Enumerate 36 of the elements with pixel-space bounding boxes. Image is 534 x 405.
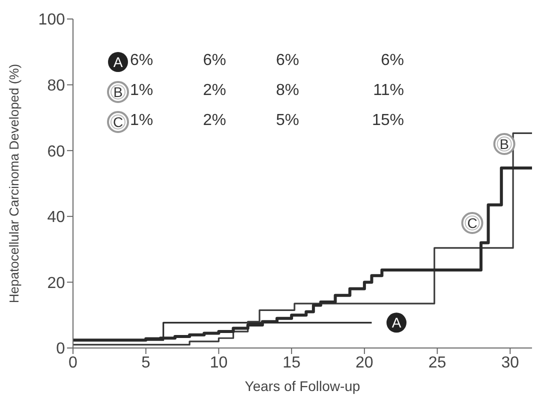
y-tick-label: 0 bbox=[56, 340, 66, 358]
y-axis-title: Hepatocellular Carcinoma Developed (%) bbox=[6, 64, 22, 304]
circled-letter: B bbox=[493, 133, 516, 156]
annotation: 11% bbox=[372, 82, 404, 100]
y-tick-label: 40 bbox=[47, 209, 66, 226]
circled-letter: C bbox=[461, 212, 484, 234]
annotation: A bbox=[392, 314, 402, 331]
filled-circle-letter: A bbox=[108, 52, 128, 72]
annotation: 6% bbox=[130, 52, 154, 70]
x-tick-label: 30 bbox=[501, 354, 520, 372]
x-tick-label: 20 bbox=[356, 354, 374, 372]
circled-letter: B bbox=[107, 81, 129, 103]
annotation: 5% bbox=[276, 112, 300, 130]
y-tick-label: 60 bbox=[47, 143, 66, 160]
annotation: B bbox=[500, 136, 509, 152]
x-tick-label: 10 bbox=[210, 354, 228, 372]
annotation: 6% bbox=[276, 52, 300, 70]
annotation: 15% bbox=[370, 112, 404, 130]
y-tick-label: 100 bbox=[38, 12, 66, 29]
annotation: 2% bbox=[203, 112, 228, 130]
x-axis-title: Years of Follow-up bbox=[244, 378, 360, 394]
y-tick-label: 20 bbox=[47, 274, 66, 292]
x-tick-label: 0 bbox=[68, 354, 78, 372]
annotation: C bbox=[467, 214, 478, 231]
annotation: 2% bbox=[203, 82, 228, 100]
filled-circle-letter: A bbox=[386, 312, 406, 333]
x-tick-label: 25 bbox=[428, 354, 446, 372]
annotation: 6% bbox=[380, 52, 404, 70]
y-tick-label: 80 bbox=[47, 77, 66, 94]
annotation: 8% bbox=[276, 82, 300, 100]
annotation: 6% bbox=[203, 52, 228, 70]
annotation: 1% bbox=[130, 112, 154, 130]
annotation: 1% bbox=[130, 82, 154, 100]
x-tick-label: 15 bbox=[282, 354, 301, 372]
circled-letter: C bbox=[107, 111, 129, 133]
x-tick-label: 5 bbox=[141, 354, 150, 372]
